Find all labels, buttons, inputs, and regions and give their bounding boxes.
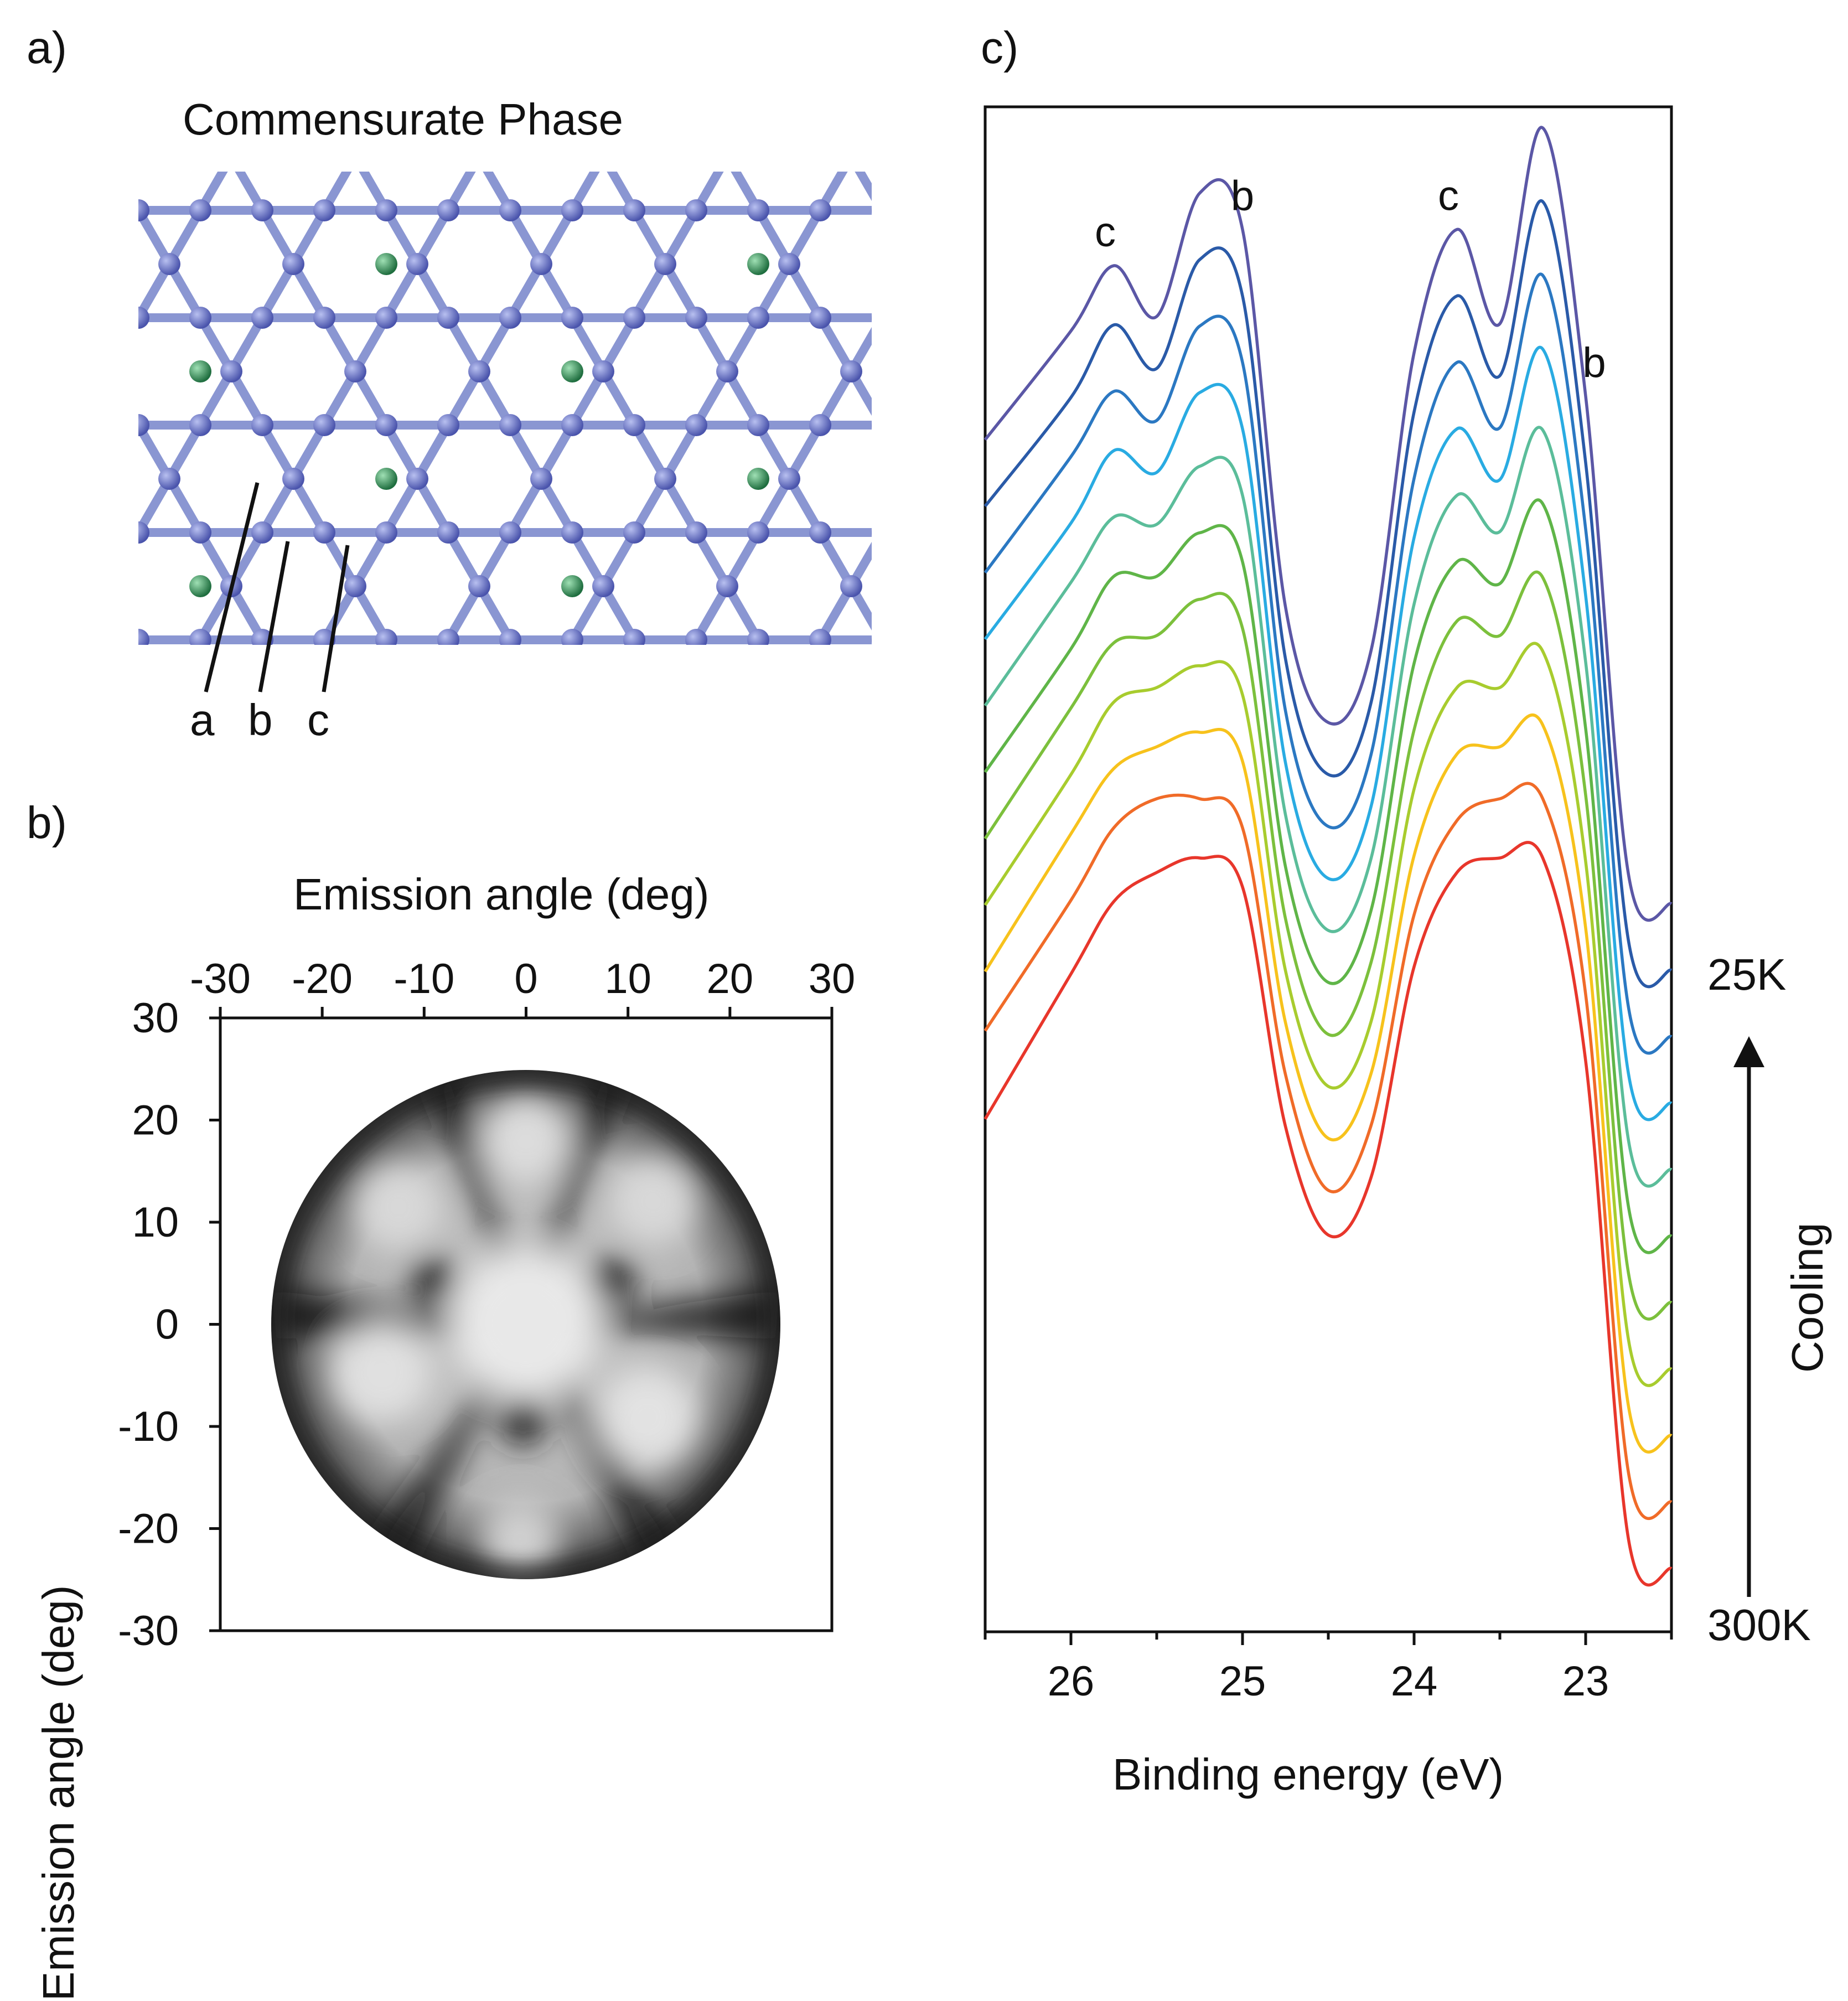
peak-label: c xyxy=(1095,209,1116,256)
temp-high-label: 300K xyxy=(1707,1600,1811,1650)
panel-a-label: a) xyxy=(27,23,67,73)
center-atoms xyxy=(189,252,769,597)
spectrum-line-s4 xyxy=(983,642,1673,1387)
b-xtick-label: -10 xyxy=(394,955,454,1002)
b-ytick-label: 10 xyxy=(132,1199,179,1246)
b-xtick-label: -30 xyxy=(190,955,251,1002)
panel-b-plot: -30 -20 -10 0 10 20 30 30 20 10 0 -10 -20 -30 xyxy=(118,955,856,1654)
peak-label: b xyxy=(1582,339,1606,386)
lattice-atoms xyxy=(138,199,872,645)
peak-label: c xyxy=(1438,173,1459,220)
spectrum-line-s8 xyxy=(983,345,1673,1121)
cooling-label: Cooling xyxy=(1783,1222,1832,1373)
b-xtick-label: 0 xyxy=(514,955,537,1002)
leader-line-c xyxy=(322,545,350,692)
b-xlabel: Emission angle (deg) xyxy=(293,870,710,919)
panel-a-title: Commensurate Phase xyxy=(183,95,623,144)
b-ytick-label: 0 xyxy=(156,1301,179,1348)
spectrum-line-s5 xyxy=(983,570,1673,1321)
spectrum-line-s7 xyxy=(983,426,1673,1188)
spectrum-line-s6 xyxy=(983,498,1673,1254)
leader-line-b xyxy=(258,541,290,692)
c-xtick-label: 24 xyxy=(1391,1658,1438,1705)
b-ytick-label: 20 xyxy=(132,1097,179,1144)
b-ytick-label: 30 xyxy=(132,995,179,1042)
panel-c-plot: 26 25 24 23 c b c b xyxy=(983,105,1764,1705)
b-ytick-label: -30 xyxy=(118,1607,179,1654)
site-label-b: b xyxy=(248,695,273,744)
b-xtick-label: 30 xyxy=(809,955,856,1002)
c-xtick-label: 23 xyxy=(1562,1658,1609,1705)
b-xtick-label: 10 xyxy=(604,955,651,1002)
emission-disc xyxy=(271,1070,780,1579)
peak-label: b xyxy=(1231,173,1254,220)
spectrum-line-s9 xyxy=(983,272,1673,1055)
panel-c-label: c) xyxy=(981,23,1019,73)
b-ytick-label: -20 xyxy=(118,1506,179,1553)
spectrum-line-25K xyxy=(983,126,1673,922)
c-xtick-label: 26 xyxy=(1048,1658,1095,1705)
spectrum-line-300K xyxy=(983,841,1673,1587)
panel-b-label: b) xyxy=(27,798,67,848)
b-xtick-label: 20 xyxy=(707,955,754,1002)
c-xtick-label: 25 xyxy=(1219,1658,1266,1705)
c-xlabel: Binding energy (eV) xyxy=(1112,1750,1504,1799)
leader-line-a xyxy=(204,482,260,692)
spectrum-line-s3 xyxy=(983,713,1673,1454)
site-label-c: c xyxy=(307,695,329,744)
spectrum-line-s10 xyxy=(983,199,1673,989)
site-label-a: a xyxy=(190,695,215,744)
spectrum-line-s2 xyxy=(983,782,1673,1521)
b-ytick-label: -10 xyxy=(118,1403,179,1450)
kagome-lattice xyxy=(138,172,872,692)
temp-low-label: 25K xyxy=(1707,950,1787,999)
b-xtick-label: -20 xyxy=(292,955,353,1002)
